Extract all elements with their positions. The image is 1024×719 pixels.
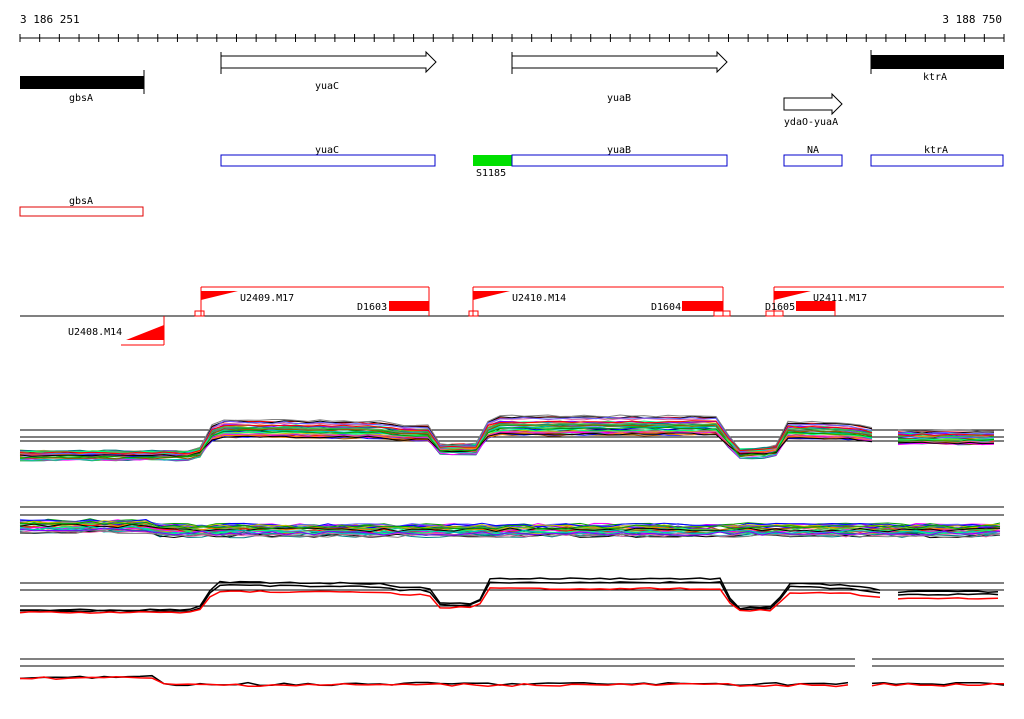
annotation-label-S1185: S1185 xyxy=(476,168,506,179)
annotation-label-ktrA: ktrA xyxy=(924,145,948,156)
track2-signal-trace xyxy=(19,525,1001,535)
track2-signal-trace xyxy=(19,529,1001,539)
gene-label-yuaC: yuaC xyxy=(315,81,339,92)
signal-tracks xyxy=(19,414,1005,688)
track1-signal-trace xyxy=(897,442,995,446)
feature-label-D1605: D1605 xyxy=(765,302,795,313)
flag-icon[interactable] xyxy=(201,291,238,300)
track3-signal-trace xyxy=(20,577,881,612)
track1-signal-trace xyxy=(897,433,995,437)
feature-marker-U2411 xyxy=(765,310,784,317)
annotation-label-gbsA: gbsA xyxy=(69,196,93,207)
end-coordinate: 3 188 750 xyxy=(942,13,1002,26)
feature-label-U2411: U2411.M17 xyxy=(813,293,867,304)
annotation-label-yuaB: yuaB xyxy=(607,145,631,156)
gene-ktrA[interactable] xyxy=(871,55,1004,69)
feature-label-D1603: D1603 xyxy=(357,302,387,313)
feature-box-D1605[interactable] xyxy=(796,301,835,311)
gene-label-yuaB: yuaB xyxy=(607,93,631,104)
track3-signal-trace xyxy=(19,587,881,614)
feature-label-D1604: D1604 xyxy=(651,302,681,313)
annotation-box-ktrA[interactable] xyxy=(870,154,1004,167)
track1-signal-trace xyxy=(19,426,873,459)
track4-signal-trace xyxy=(871,682,1004,687)
track3-signal-trace xyxy=(897,590,999,594)
feature-track: U2409.M17 D1603 U2410.M14 D1604 U2411.M1… xyxy=(20,286,1004,346)
track4-signal-trace xyxy=(871,681,1005,686)
gene-track: gbsA yuaC yuaB ydaO-yuaA ktrA xyxy=(20,50,1004,128)
annotation-box-S1185[interactable] xyxy=(473,155,512,166)
coordinate-ruler: 3 186 251 3 188 750 xyxy=(19,13,1005,42)
track1-signal-trace xyxy=(897,431,995,435)
track3-signal-trace xyxy=(897,597,999,600)
flag-icon[interactable] xyxy=(774,291,811,300)
gene-label-gbsA: gbsA xyxy=(69,93,93,104)
gene-gbsA[interactable] xyxy=(20,76,144,89)
track3-signal-trace xyxy=(897,592,999,596)
annotation-box-NA[interactable] xyxy=(783,154,843,167)
annotation-box-yuaC[interactable] xyxy=(220,154,436,167)
track1-signal-trace xyxy=(897,436,995,439)
annotation-box-yuaB[interactable] xyxy=(511,154,728,167)
track2-signal-trace xyxy=(19,527,1001,536)
track1-signal-trace xyxy=(19,420,873,455)
track1-signal-trace xyxy=(19,432,873,455)
track2-signal-trace xyxy=(19,520,1001,530)
annotation-label-yuaC: yuaC xyxy=(315,145,339,156)
feature-marker-U2410 xyxy=(468,310,479,317)
track3-signal-trace xyxy=(19,580,881,613)
track1-signal-trace xyxy=(19,428,873,454)
gene-arrow-yuaC[interactable] xyxy=(220,50,437,74)
ruler-ticks xyxy=(19,34,1005,42)
track2-signal-trace xyxy=(19,520,1001,529)
feature-marker-U2409 xyxy=(194,310,205,317)
track1-signal-trace xyxy=(897,441,995,445)
feature-label-U2409: U2409.M17 xyxy=(240,293,294,304)
track2-signal-trace xyxy=(19,523,1001,533)
annotation-track: yuaC S1185 yuaB NA ktrA gbsA xyxy=(19,145,1004,217)
feature-box-D1603[interactable] xyxy=(389,301,429,311)
flag-icon[interactable] xyxy=(126,325,164,340)
track1-signal-trace xyxy=(19,432,873,457)
track1-signal-trace xyxy=(897,439,995,442)
feature-marker-D1604 xyxy=(713,310,731,317)
feature-label-U2408: U2408.M14 xyxy=(68,327,122,338)
gene-label-ydaO-yuaA: ydaO-yuaA xyxy=(784,117,838,128)
track2-signal-trace xyxy=(19,522,1001,532)
feature-box-D1604[interactable] xyxy=(682,301,723,311)
track1-signal-trace xyxy=(897,429,995,433)
feature-label-U2410: U2410.M14 xyxy=(512,293,566,304)
start-coordinate: 3 186 251 xyxy=(20,13,80,26)
flag-icon[interactable] xyxy=(473,291,510,300)
gene-label-ktrA: ktrA xyxy=(923,72,947,83)
gene-arrow-yuaB[interactable] xyxy=(511,50,728,74)
track2-signal-trace xyxy=(19,518,1001,528)
track1-signal-trace xyxy=(897,438,995,441)
annotation-box-gbsA[interactable] xyxy=(19,206,144,217)
track4-signal-trace xyxy=(19,675,849,688)
gene-arrow-ydaO-yuaA[interactable] xyxy=(783,92,843,116)
annotation-label-NA: NA xyxy=(807,145,819,156)
